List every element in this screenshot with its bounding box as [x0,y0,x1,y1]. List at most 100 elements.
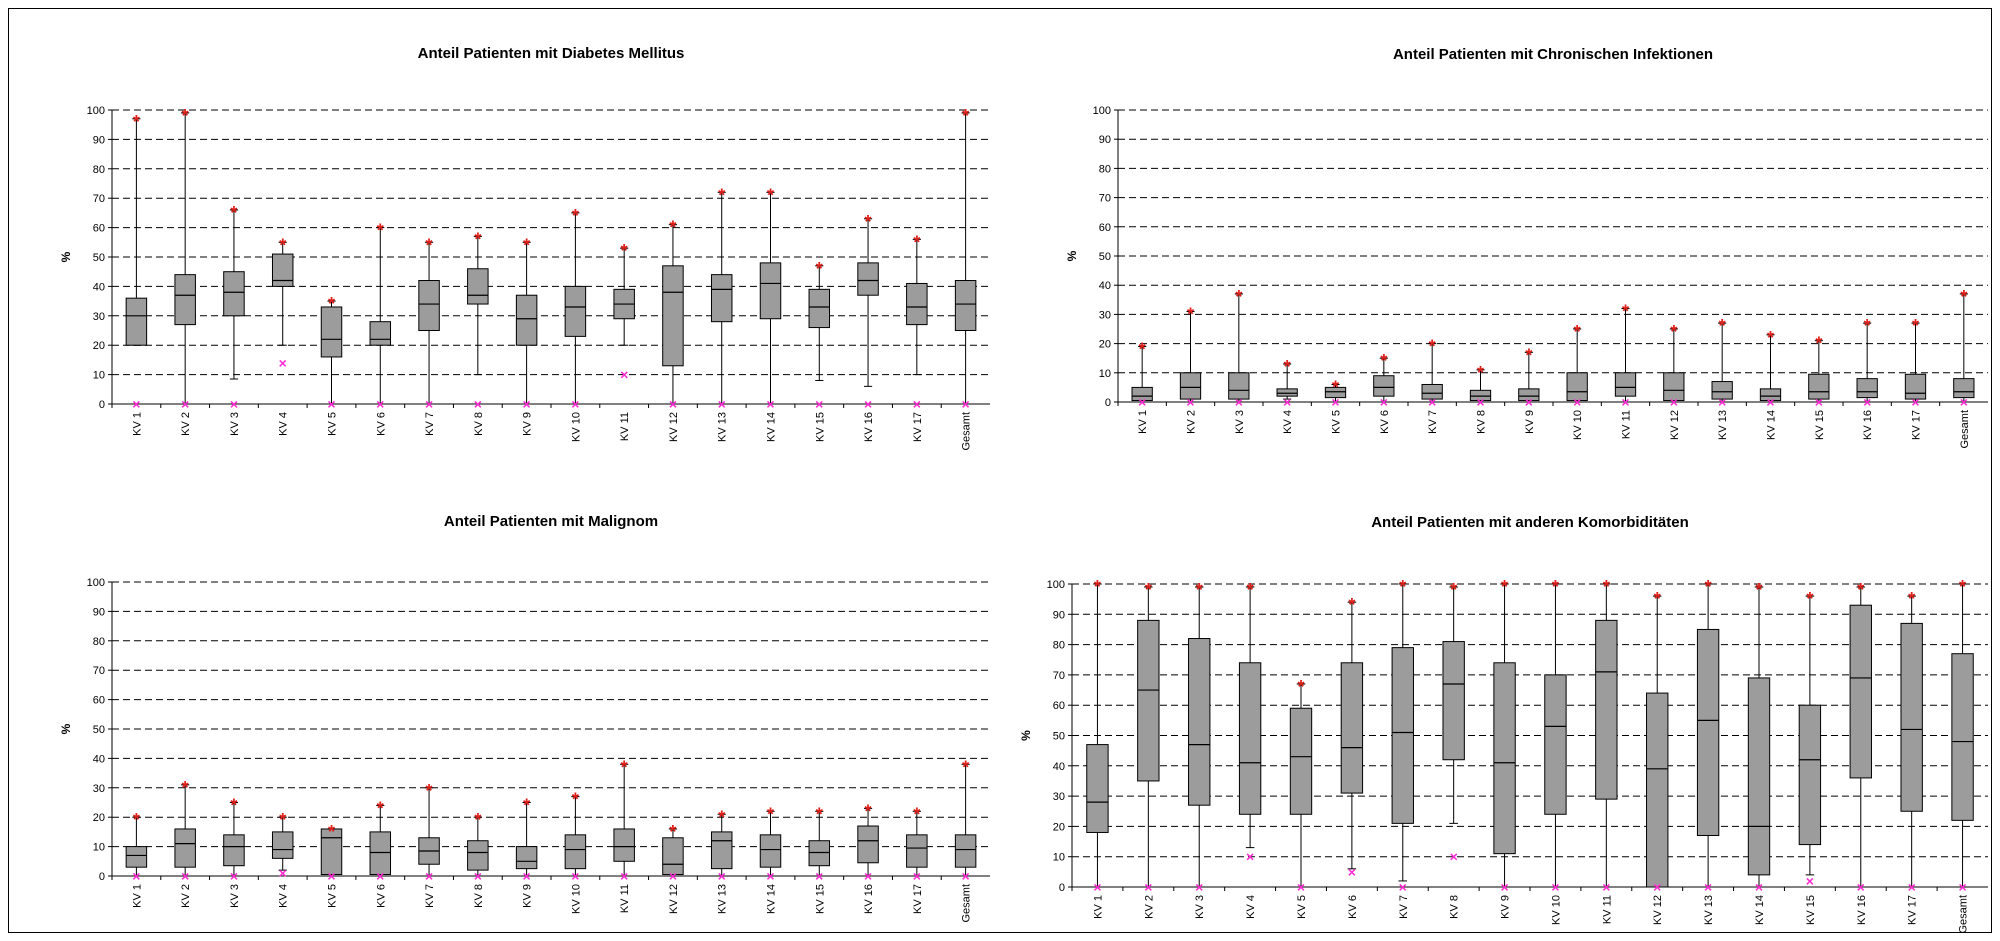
box [223,834,245,867]
max-marker: * [718,807,725,827]
box-plot-9: *× [515,235,538,412]
x-tick-label: KV 2 [1143,895,1155,919]
x-tick-label: KV 11 [619,884,631,913]
x-tick-label: Gesamt [1959,410,1971,449]
x-tick-label: KV 13 [1703,895,1715,925]
y-axis-label: % [59,251,73,262]
x-tick-label: KV 6 [1347,895,1359,919]
box [1711,381,1733,400]
box-plot-10: *× [1566,322,1588,410]
box [467,268,489,305]
y-tick-label: 0 [1105,397,1111,409]
y-tick-label: 20 [1099,339,1111,351]
x-tick-label: KV 3 [1194,895,1206,919]
box-plot-12: *× [662,822,684,884]
box [759,262,782,320]
box [1953,378,1975,399]
box [662,265,684,367]
max-marker: * [133,112,140,132]
y-tick-label: 100 [1047,579,1065,591]
x-tick-label: KV 9 [522,412,534,436]
box-plot-14: *× [1759,328,1782,410]
box [1179,372,1202,400]
box-plot-5: *× [320,294,343,412]
max-marker: * [572,206,579,226]
min-marker: × [1551,879,1559,895]
max-marker: * [1552,577,1559,597]
max-marker: * [1284,357,1291,377]
chart-3: Anteil Patienten mit Malignom% 0 10 20 30 40 5… [59,513,990,923]
x-tick-label: Gesamt [961,884,973,923]
min-marker: × [1500,879,1508,895]
x-tick-label: KV 8 [473,412,485,436]
box [1646,692,1669,888]
box-plot-11: *× [613,241,635,383]
min-marker: × [1670,394,1678,410]
y-tick-label: 30 [1099,309,1111,321]
max-marker: * [1094,577,1101,597]
y-tick-label: 100 [1093,105,1111,117]
y-tick-label: 80 [1053,640,1065,652]
x-tick-label: KV 7 [424,884,436,908]
max-marker: * [230,796,237,816]
box [174,274,196,326]
max-marker: * [1501,577,1508,597]
x-tick-label: KV 8 [473,884,485,908]
x-tick-label: KV 13 [717,412,729,442]
box [1276,388,1298,397]
box-plot-4: *× [271,235,294,371]
y-tick-label: 30 [93,783,105,795]
box [369,321,392,346]
box [662,837,684,876]
max-marker: * [182,106,189,126]
y-tick-label: 70 [1053,670,1065,682]
min-marker: × [815,396,823,412]
y-tick-label: 70 [93,665,105,677]
box [1391,647,1414,824]
max-marker: * [182,778,189,798]
box [1131,386,1153,402]
box [320,828,343,876]
y-tick-label: 20 [93,340,105,352]
x-tick-label: KV 6 [375,884,387,908]
box-plot-16: *× [857,801,879,884]
max-marker: * [1767,328,1774,348]
box-plot-15: *× [1808,334,1830,410]
box-plot-1: *× [1131,340,1153,410]
box [271,253,294,287]
x-tick-label: Gesamt [1958,895,1970,934]
box [857,262,879,296]
min-marker: × [523,868,531,884]
x-tick-label: KV 4 [278,884,290,908]
y-tick-label: 80 [1099,163,1111,175]
box [1614,372,1637,397]
box [174,828,196,868]
x-tick-label: KV 7 [1427,410,1439,434]
box [467,840,489,871]
box [1951,653,1974,821]
box-plot-2: *× [174,106,196,412]
y-tick-label: 90 [1053,609,1065,621]
max-marker: * [1429,337,1436,357]
box [1373,375,1395,397]
x-tick-label: KV 17 [912,884,924,914]
box [1289,707,1313,815]
min-marker: × [1297,879,1305,895]
x-tick-label: Gesamt [961,412,973,451]
y-tick-label: 90 [1099,134,1111,146]
box-plot-14: *× [759,185,782,412]
max-marker: * [1145,580,1152,600]
min-marker: × [1815,394,1823,410]
page-frame [8,8,1992,933]
x-tick-label: KV 6 [375,412,387,436]
chart-title: Anteil Patienten mit anderen Komorbiditä… [1371,514,1689,531]
min-marker: × [620,367,628,383]
box [1808,373,1830,400]
max-marker: * [767,185,774,205]
box-plot-3: *× [223,203,245,412]
box-plot-12: *× [1663,322,1685,410]
max-marker: * [523,796,530,816]
box [564,285,587,337]
max-marker: * [426,235,433,255]
x-tick-label: KV 16 [1856,895,1868,925]
